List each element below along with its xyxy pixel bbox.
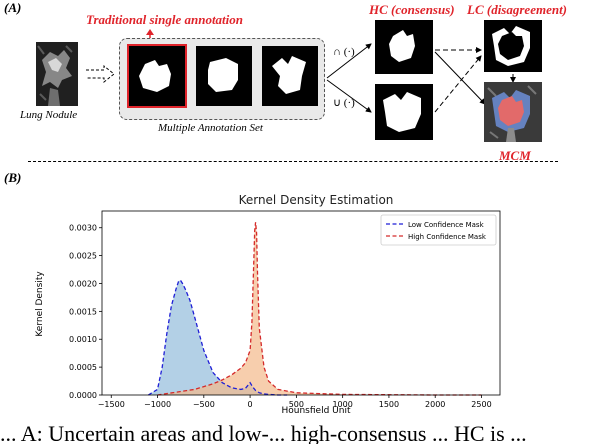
mcm-overlay-image (484, 82, 542, 142)
x-tick-label: 2000 (425, 400, 445, 409)
x-tick-label: 0 (248, 400, 253, 409)
x-tick-label: −1500 (98, 400, 125, 409)
x-tick-label: 1000 (332, 400, 352, 409)
hc-consensus-mask (375, 20, 433, 74)
plot-frame (101, 210, 501, 396)
panel-separator (28, 161, 558, 162)
hc-label: HC (consensus) (369, 2, 455, 17)
x-axis-label: Hounsfield Unit (282, 406, 351, 416)
y-tick-label: 0.0030 (69, 224, 97, 233)
caption-text: ... A: Uncertain areas and low-... high-… (0, 421, 527, 444)
panel-b-letter: (B) (4, 170, 22, 185)
y-tick-label: 0.0000 (69, 391, 97, 400)
x-tick-label: 500 (289, 400, 304, 409)
y-tick-label: 0.0010 (69, 335, 97, 344)
operator-arrows (326, 43, 516, 113)
x-tick-label: −1000 (144, 400, 171, 409)
low-confidence-area (148, 280, 288, 395)
x-tick-label: −500 (193, 400, 215, 409)
annotation-mask-3 (262, 46, 318, 106)
y-axis-label: Kernel Density (35, 271, 45, 337)
low-confidence-legend-label: Low Confidence Mask (408, 221, 485, 229)
y-tick-label: 0.0015 (69, 307, 97, 316)
kde-chart: Kernel Density Estimation −1500 −1000 −500… (35, 193, 501, 416)
low-confidence-line (147, 280, 288, 396)
y-tick-label: 0.0020 (69, 279, 97, 288)
high-confidence-line (157, 222, 482, 396)
traditional-annotation-label: Traditional single annotation (86, 12, 244, 27)
union-operator: ∪ (·) (333, 97, 355, 109)
union-mask (375, 84, 433, 140)
y-tick-label: 0.0025 (69, 252, 97, 261)
legend-box (380, 214, 497, 246)
annotation-mask-2 (196, 46, 252, 106)
y-tick-label: 0.0005 (69, 363, 97, 372)
panel-a-letter: (A) (4, 0, 22, 15)
lc-label: LC (disagreement) (467, 2, 568, 17)
x-tick-label: 2500 (471, 400, 491, 409)
multiple-annotation-set-label: Multiple Annotation Set (158, 122, 263, 134)
annotation-mask-1 (127, 44, 187, 108)
intersection-operator: ∩ (·) (333, 46, 355, 58)
dashed-arrow-to-set (86, 64, 115, 84)
lung-nodule-label: Lung Nodule (20, 109, 78, 121)
chart-legend: Low Confidence Mask High Confidence Mask (380, 214, 497, 246)
lung-nodule-image (36, 42, 78, 106)
chart-title: Kernel Density Estimation (239, 193, 394, 207)
high-confidence-legend-label: High Confidence Mask (408, 233, 487, 241)
lc-disagreement-mask (484, 20, 542, 72)
mcm-label: MCM (499, 148, 531, 163)
x-tick-label: 1500 (379, 400, 399, 409)
